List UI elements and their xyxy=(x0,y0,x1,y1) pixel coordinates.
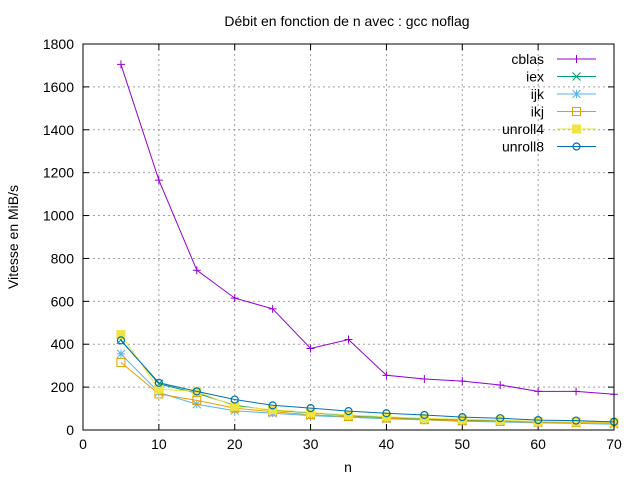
series-line-ikj xyxy=(120,362,615,424)
y-tick-label: 1800 xyxy=(43,36,74,52)
data-point xyxy=(192,266,201,275)
legend-item-iex: iex xyxy=(526,69,596,85)
series-cblas xyxy=(116,60,618,399)
y-tick-label: 600 xyxy=(51,293,75,309)
legend-swatch-marker xyxy=(572,72,581,81)
data-point xyxy=(306,344,315,353)
series-line-unroll8 xyxy=(120,340,615,423)
legend-label: ikj xyxy=(531,104,544,120)
x-tick-label: 70 xyxy=(606,436,622,452)
legend-label: cblas xyxy=(511,51,544,67)
plot-frame xyxy=(82,43,615,431)
series-line-cblas xyxy=(120,64,615,395)
x-tick-label: 0 xyxy=(79,436,87,452)
data-point xyxy=(571,416,581,425)
data-point xyxy=(496,414,505,423)
legend-swatch-marker xyxy=(572,107,581,116)
legend-swatch-marker xyxy=(572,89,581,99)
data-point xyxy=(534,416,543,425)
legend-swatch-marker xyxy=(572,55,581,63)
data-point xyxy=(116,349,126,359)
x-tick-label: 30 xyxy=(303,436,319,452)
series-unroll8 xyxy=(116,336,619,426)
data-point xyxy=(420,374,429,383)
x-tick-label: 50 xyxy=(454,436,470,452)
series-line-iex xyxy=(120,339,615,424)
data-point xyxy=(268,401,277,410)
data-point xyxy=(116,330,126,340)
data-point xyxy=(268,304,277,313)
y-tick-label: 0 xyxy=(66,422,74,438)
grid-lines xyxy=(83,44,614,430)
series-iex xyxy=(116,335,619,428)
chart-title: Débit en fonction de n avec : gcc noflag xyxy=(224,13,469,29)
legend-label: ijk xyxy=(531,86,545,102)
series-line-unroll4 xyxy=(120,334,615,423)
data-point xyxy=(457,414,467,424)
data-point xyxy=(533,416,543,426)
data-point xyxy=(116,336,126,345)
data-series xyxy=(116,60,619,429)
series-line-ijk xyxy=(120,353,615,425)
y-tick-label: 800 xyxy=(51,250,75,266)
y-tick-label: 1000 xyxy=(43,208,74,224)
y-axis-label: Vitesse en MiB/s xyxy=(5,185,21,289)
legend-item-cblas: cblas xyxy=(511,51,596,67)
legend-swatch-marker xyxy=(572,142,581,151)
x-axis-label: n xyxy=(344,459,352,475)
data-point xyxy=(458,377,467,386)
legend-label: unroll4 xyxy=(502,121,544,137)
data-point xyxy=(306,404,315,413)
data-point xyxy=(344,335,353,344)
y-tick-label: 400 xyxy=(51,336,75,352)
data-point xyxy=(382,371,391,380)
data-point xyxy=(534,387,543,396)
data-point xyxy=(154,384,164,394)
data-point xyxy=(230,395,239,404)
data-point xyxy=(495,415,505,425)
y-tick-label: 1400 xyxy=(43,122,74,138)
data-point xyxy=(154,176,163,185)
x-tick-label: 40 xyxy=(379,436,395,452)
data-point xyxy=(571,417,581,427)
data-point xyxy=(572,387,581,396)
y-tick-label: 1600 xyxy=(43,79,74,95)
data-point xyxy=(154,378,163,387)
x-axis-ticks: 0 10 20 30 40 50 60 70 xyxy=(79,44,622,452)
x-tick-label: 10 xyxy=(151,436,167,452)
legend-item-unroll4: unroll4 xyxy=(502,121,596,137)
data-point xyxy=(230,294,239,303)
legend-swatch-marker xyxy=(572,124,581,134)
y-tick-label: 1200 xyxy=(43,165,74,181)
data-point xyxy=(496,380,505,389)
data-point xyxy=(382,409,391,418)
legend-label: unroll8 xyxy=(502,139,544,155)
legend-label: iex xyxy=(526,69,544,85)
data-point xyxy=(458,413,467,422)
data-point xyxy=(230,401,240,411)
data-point xyxy=(192,387,201,396)
data-point xyxy=(116,357,126,367)
x-tick-label: 20 xyxy=(227,436,243,452)
data-point xyxy=(192,395,202,405)
y-tick-label: 200 xyxy=(51,379,75,395)
y-axis-ticks: 0 200 400 600 800 1000 1200 1400 1600 1800 xyxy=(43,36,614,438)
legend-item-ijk: ijk xyxy=(531,86,596,102)
legend-item-ikj: ikj xyxy=(531,104,596,120)
x-tick-label: 60 xyxy=(530,436,546,452)
data-point xyxy=(116,60,125,69)
data-point xyxy=(344,407,353,416)
legend-item-unroll8: unroll8 xyxy=(502,139,596,155)
data-point xyxy=(420,410,429,420)
